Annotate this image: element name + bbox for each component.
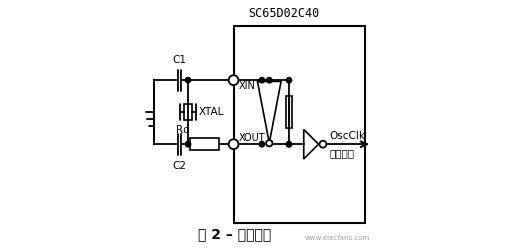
Circle shape (286, 77, 292, 83)
Text: SC65D02C40: SC65D02C40 (248, 7, 319, 20)
Circle shape (286, 141, 292, 147)
Text: www.elecfans.com: www.elecfans.com (305, 236, 370, 242)
Text: 图 2 – 振荡电路: 图 2 – 振荡电路 (198, 227, 271, 242)
Text: C1: C1 (173, 55, 186, 65)
Text: XIN: XIN (239, 81, 256, 91)
Text: Rd: Rd (176, 124, 189, 135)
Circle shape (229, 139, 239, 149)
Text: XTAL: XTAL (199, 107, 224, 117)
Bar (190, 138, 219, 150)
Circle shape (229, 75, 239, 85)
Circle shape (259, 141, 265, 147)
Circle shape (185, 141, 191, 147)
Text: OscClk: OscClk (329, 130, 365, 140)
Bar (184, 104, 192, 120)
Circle shape (259, 77, 265, 83)
Circle shape (286, 141, 292, 147)
Text: C2: C2 (173, 161, 186, 171)
Circle shape (267, 77, 272, 83)
Circle shape (320, 141, 326, 148)
Text: 振荡时钟: 振荡时钟 (329, 148, 354, 158)
Circle shape (266, 140, 272, 146)
Bar (234, 26, 365, 223)
Text: XOUT: XOUT (239, 133, 266, 143)
Circle shape (185, 77, 191, 83)
Bar (286, 96, 292, 128)
